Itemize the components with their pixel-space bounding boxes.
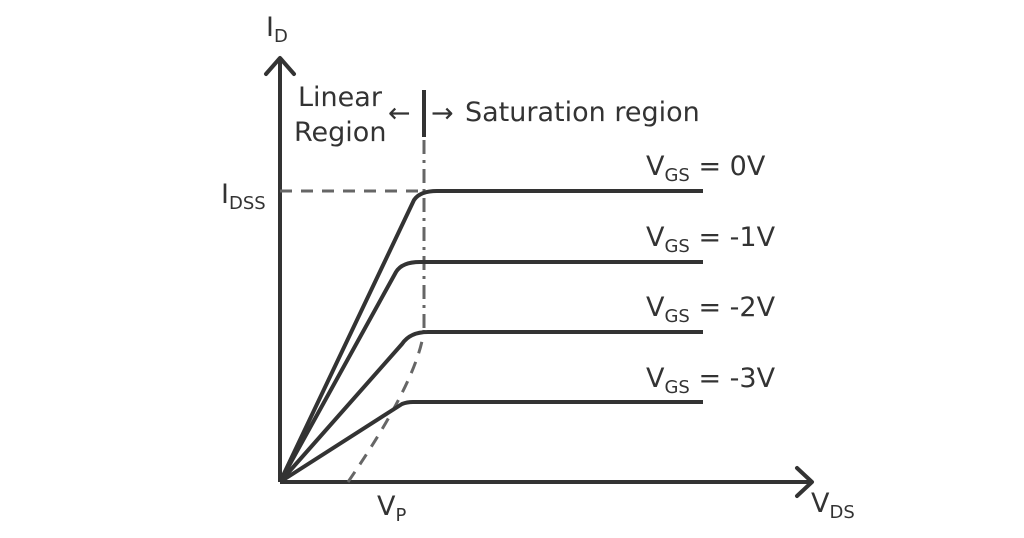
curve-label-sub: GS: [664, 377, 690, 398]
curve-label-value: = -2V: [689, 292, 776, 323]
y-axis-label-main: I: [266, 12, 274, 43]
idss-label-main: I: [221, 179, 229, 210]
curve-label-sub: GS: [664, 236, 690, 257]
linear-region-label: Linear Region: [294, 80, 386, 150]
curve-label-vgs-0v: VGS = 0V: [646, 153, 765, 185]
pinch-off-locus-curve: [346, 329, 426, 483]
curve-label-vgs-minus3v: VGS = -3V: [646, 365, 775, 397]
linear-region-line2: Region: [294, 117, 387, 148]
linear-region-line1: Linear: [298, 82, 382, 113]
curve-label-main: V: [646, 222, 665, 253]
x-axis-label-sub: DS: [829, 502, 855, 523]
curve-vgs-minus2v: [278, 330, 703, 484]
curve-label-main: V: [646, 363, 665, 394]
curve-label-value: = -3V: [689, 363, 776, 394]
curve-label-vgs-minus2v: VGS = -2V: [646, 294, 775, 326]
curve-label-main: V: [646, 151, 665, 182]
curve-vgs-0v: [278, 189, 703, 483]
vp-label: VP: [377, 493, 406, 525]
idss-label: IDSS: [221, 181, 266, 213]
y-axis-arrowhead: [264, 56, 296, 76]
y-axis-label-sub: D: [273, 26, 288, 47]
vp-label-main: V: [377, 491, 396, 522]
saturation-region-label: Saturation region: [465, 97, 700, 128]
curve-label-value: = 0V: [689, 151, 766, 182]
curve-vgs-minus1v: [278, 260, 703, 483]
curve-label-vgs-minus1v: VGS = -1V: [646, 224, 775, 256]
curve-label-sub: GS: [664, 165, 690, 186]
curve-label-sub: GS: [664, 306, 690, 327]
curve-label-value: = -1V: [689, 222, 776, 253]
y-axis-label: ID: [266, 14, 288, 46]
x-axis-label-main: V: [811, 488, 830, 519]
left-arrow-icon: ←: [388, 98, 411, 129]
vp-label-sub: P: [395, 505, 407, 526]
x-axis-arrowhead: [795, 466, 814, 498]
curve-label-main: V: [646, 292, 665, 323]
right-arrow-icon: →: [431, 98, 454, 129]
curve-vgs-minus3v: [278, 400, 703, 484]
x-axis-label: VDS: [811, 490, 855, 522]
idss-label-sub: DSS: [228, 193, 266, 214]
